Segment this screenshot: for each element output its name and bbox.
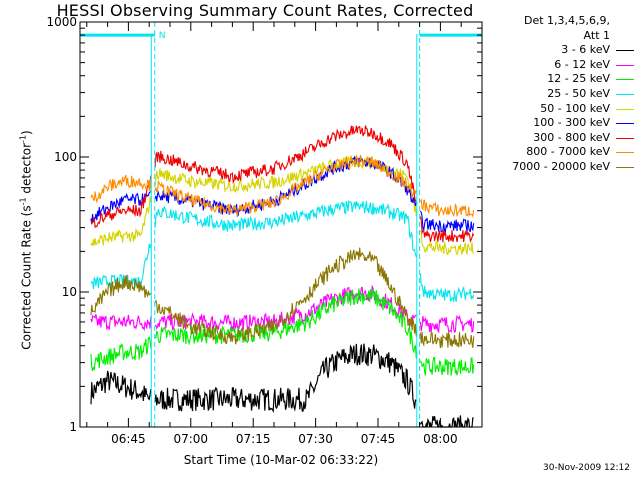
legend-entry-3-6-keV: 3 - 6 keV bbox=[476, 43, 636, 58]
chart-title: HESSI Observing Summary Count Rates, Cor… bbox=[56, 1, 474, 20]
timestamp: 30-Nov-2009 12:12 bbox=[543, 463, 630, 473]
legend-swatch bbox=[616, 123, 634, 125]
legend: Det 1,3,4,5,6,9, Att 1 3 - 6 keV 6 - 12 k… bbox=[476, 14, 636, 175]
y-axis-label-b: detector bbox=[19, 142, 34, 198]
y-tick-label-10: 10 bbox=[62, 285, 77, 299]
y-tick-label-1000: 1000 bbox=[46, 15, 77, 29]
legend-entry-label: 3 - 6 keV bbox=[561, 43, 610, 57]
legend-swatch bbox=[616, 166, 634, 168]
legend-entry-label: 6 - 12 keV bbox=[554, 57, 610, 71]
series-300-800-keV-line bbox=[90, 125, 475, 243]
x-tick-label-0645: 06:45 bbox=[111, 432, 146, 446]
x-tick-label-0800: 08:00 bbox=[423, 432, 458, 446]
x-tick-label-0700: 07:00 bbox=[173, 432, 208, 446]
legend-swatch bbox=[616, 137, 634, 139]
legend-header-line-1: Det 1,3,4,5,6,9, bbox=[523, 14, 610, 27]
plot-marks: N bbox=[80, 22, 482, 429]
night-flag-label: N bbox=[159, 31, 166, 41]
legend-entry-300-800-keV: 300 - 800 keV bbox=[476, 131, 636, 146]
legend-entry-label: 300 - 800 keV bbox=[533, 130, 610, 144]
legend-entry-label: 12 - 25 keV bbox=[547, 72, 610, 86]
legend-entry-50-100-keV: 50 - 100 keV bbox=[476, 102, 636, 117]
plot-frame bbox=[79, 21, 483, 428]
series-25-50-keV-line bbox=[90, 199, 475, 302]
y-tick-label-100: 100 bbox=[54, 150, 77, 164]
x-tick-label-0745: 07:45 bbox=[361, 432, 396, 446]
legend-entry-label: 50 - 100 keV bbox=[540, 101, 610, 115]
legend-entry-label: 800 - 7000 keV bbox=[526, 145, 610, 159]
legend-swatch bbox=[616, 93, 634, 95]
legend-entry-label: 7000 - 20000 keV bbox=[512, 159, 610, 173]
series-300-800-keV-path bbox=[90, 125, 475, 243]
legend-swatch bbox=[616, 64, 634, 66]
legend-header-line-2: Att 1 bbox=[583, 28, 610, 42]
legend-entry-25-50-keV: 25 - 50 keV bbox=[476, 87, 636, 102]
legend-entry-800-7000-keV: 800 - 7000 keV bbox=[476, 145, 636, 160]
series-7000-20000-keV-line bbox=[90, 247, 475, 349]
legend-entry-12-25-keV: 12 - 25 keV bbox=[476, 72, 636, 87]
legend-swatch bbox=[616, 108, 634, 110]
legend-entry-6-12-keV: 6 - 12 keV bbox=[476, 58, 636, 73]
y-axis-label-sup1: -1 bbox=[18, 197, 28, 206]
series-50-100-keV-path bbox=[90, 154, 475, 256]
x-axis-label: Start Time (10-Mar-02 06:33:22) bbox=[183, 453, 379, 467]
series-7000-20000-keV-path bbox=[90, 247, 475, 349]
y-axis-label-c: ) bbox=[19, 130, 34, 135]
legend-entry-label: 25 - 50 keV bbox=[547, 86, 610, 100]
y-axis-label-a: Corrected Count Rate (s bbox=[19, 205, 34, 350]
y-axis-label-sup2: -1 bbox=[18, 134, 28, 143]
legend-entry-label: 100 - 300 keV bbox=[533, 116, 610, 130]
series-25-50-keV-path bbox=[90, 199, 475, 302]
legend-swatch bbox=[616, 79, 634, 81]
legend-swatch bbox=[616, 152, 634, 154]
y-axis-label: Corrected Count Rate (s-1 detector-1) bbox=[19, 130, 34, 349]
legend-entry-7000-20000-keV: 7000 - 20000 keV bbox=[476, 160, 636, 175]
axis-ticks: 1 10 100 1000 06:45 07:00 07:15 07:30 07:45 08:00 bbox=[46, 15, 483, 446]
series-800-7000-keV-path bbox=[90, 154, 475, 218]
x-tick-label-0730: 07:30 bbox=[298, 432, 333, 446]
y-tick-label-1: 1 bbox=[69, 420, 77, 434]
legend-swatch bbox=[616, 50, 634, 52]
series-50-100-keV-line bbox=[90, 154, 475, 256]
series-800-7000-keV-line bbox=[90, 154, 475, 218]
legend-entry-100-300-keV: 100 - 300 keV bbox=[476, 116, 636, 131]
x-tick-label-0715: 07:15 bbox=[236, 432, 271, 446]
